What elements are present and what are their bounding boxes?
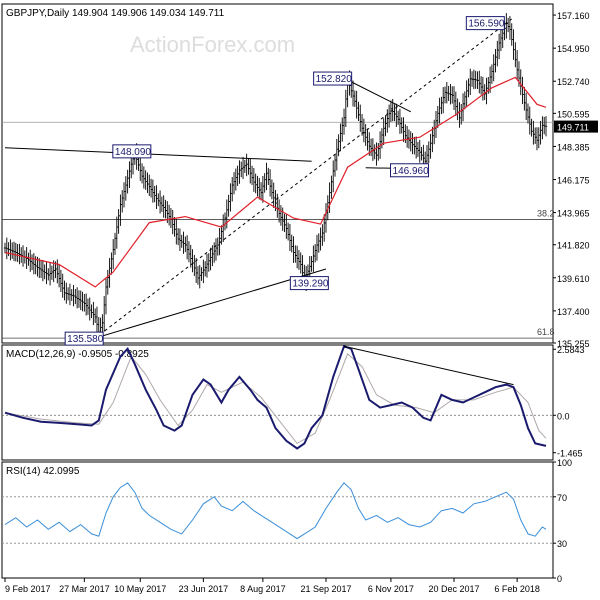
price-label-box: [313, 71, 353, 86]
price-title: GBPJPY,Daily 149.904 149.906 149.034 149…: [6, 8, 225, 19]
price-ytick-label: 150.595: [557, 109, 590, 119]
price-ytick-label: 154.950: [557, 44, 590, 54]
price-label-box: [112, 144, 152, 159]
rsi-title: RSI(14) 42.0995: [6, 466, 80, 477]
x-tick-label: 21 Sep 2017: [300, 584, 351, 594]
price-trendline: [94, 18, 513, 339]
price-label-139-290: 139.290: [292, 279, 329, 290]
last-price-box: [554, 120, 598, 133]
x-tick-label: 6 Feb 2018: [494, 584, 540, 594]
x-tick-label: 10 May 2017: [114, 584, 166, 594]
moving-average-line: [4, 76, 547, 288]
macd-line: [4, 345, 547, 450]
price-ytick-label: 139.610: [557, 274, 590, 284]
macd-title: MACD(12,26,9) -0.9505 -0.8925: [6, 349, 149, 360]
price-bars: [3, 13, 548, 342]
x-tick-label: 23 Jun 2017: [179, 584, 229, 594]
price-ytick-label: 146.175: [557, 176, 590, 186]
price-label-box: [289, 276, 329, 291]
x-tick-label: 6 Nov 2017: [368, 584, 414, 594]
price-label-135-580: 135.580: [67, 334, 104, 345]
x-tick-label: 9 Feb 2017: [5, 584, 51, 594]
macd-panel-frame: [1, 344, 554, 461]
rsi-ytick-label: 0: [557, 574, 562, 584]
x-tick-label: 20 Dec 2017: [429, 584, 480, 594]
rsi-ytick-label: 100: [557, 458, 572, 468]
price-trendline: [95, 268, 327, 339]
price-label-box: [64, 331, 104, 346]
rsi-ytick-label: 70: [557, 493, 567, 503]
price-trendline: [4, 147, 312, 162]
price-trendline: [347, 79, 412, 113]
fib-label-61-8: 61.8: [537, 327, 555, 337]
price-label-156-590: 156.590: [468, 19, 505, 30]
price-ytick-label: 143.965: [557, 209, 590, 219]
rsi-ytick-label: 30: [557, 539, 567, 549]
price-label-148-090: 148.090: [115, 147, 152, 158]
price-ytick-label: 148.385: [557, 142, 590, 152]
price-label-box: [465, 16, 505, 31]
macd-ytick-label: -1.465: [557, 449, 583, 459]
macd-signal-line: [4, 353, 547, 445]
x-tick-label: 8 Aug 2017: [240, 584, 286, 594]
price-ytick-label: 152.740: [557, 77, 590, 87]
price-label-box: [390, 163, 430, 178]
price-panel-frame: [1, 3, 554, 344]
price-ytick-label: 135.255: [557, 339, 590, 349]
price-label-152-820: 152.820: [316, 74, 353, 85]
fib-label-38-2: 38.2: [537, 209, 555, 219]
price-label-146-960: 146.960: [393, 166, 430, 177]
macd-ytick-label: 0.0: [557, 411, 570, 421]
rsi-panel-frame: [1, 461, 554, 579]
macd-ytick-label: 2.5843: [557, 345, 585, 355]
x-tick-label: 27 Mar 2017: [59, 584, 110, 594]
rsi-line: [4, 482, 547, 540]
watermark: ActionForex.com: [130, 32, 295, 57]
price-ytick-label: 137.400: [557, 307, 590, 317]
last-price-label: 149.711: [557, 123, 589, 133]
macd-trendline: [343, 345, 514, 386]
price-ytick-label: 141.820: [557, 241, 590, 251]
price-ytick-label: 157.160: [557, 11, 590, 21]
